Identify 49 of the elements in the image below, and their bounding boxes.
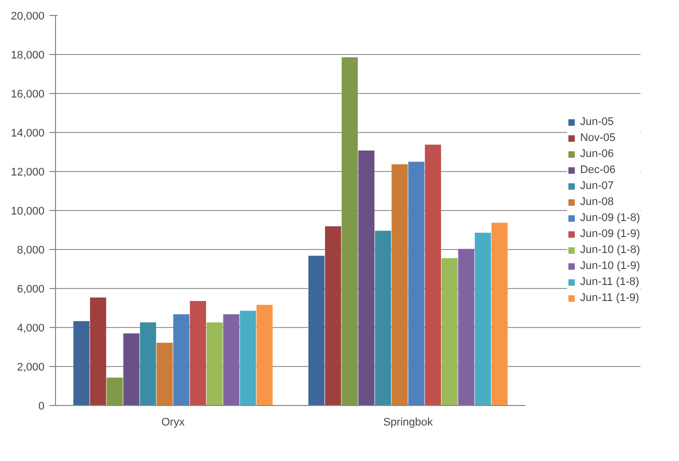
- bar: [374, 230, 392, 406]
- legend-label: Jun-10 (1-9): [580, 260, 640, 272]
- bar: [190, 300, 206, 406]
- bar: [223, 314, 240, 406]
- legend-label: Dec-06: [580, 164, 616, 176]
- y-tick-label: 16,000: [10, 88, 45, 100]
- y-tick-label: 6,000: [16, 284, 45, 296]
- y-tick-label: 18,000: [10, 50, 45, 62]
- x-tick-label: Oryx: [161, 416, 186, 428]
- legend-label: Jun-09 (1-8): [580, 212, 640, 224]
- bar: [106, 378, 123, 406]
- y-tick-label: 10,000: [10, 206, 45, 218]
- y-tick-label: 0: [38, 400, 45, 412]
- bar: [458, 248, 474, 406]
- y-tick-label: 2,000: [16, 362, 45, 374]
- bar: [256, 304, 273, 406]
- bar: [173, 314, 190, 406]
- y-tick-label: 4,000: [16, 322, 45, 334]
- bar: [308, 256, 325, 406]
- y-tick-label: 20,000: [10, 10, 45, 22]
- bar: [491, 222, 508, 406]
- legend-label: Jun-05: [580, 116, 614, 128]
- bar: [342, 57, 358, 406]
- bar: [474, 232, 491, 406]
- y-tick-label: 12,000: [10, 166, 45, 178]
- bar: [123, 333, 140, 406]
- bar: [392, 164, 408, 406]
- bar: [90, 297, 106, 406]
- y-tick-label: 14,000: [10, 128, 45, 140]
- legend-label: Jun-11 (1-9): [580, 292, 640, 304]
- bar: [156, 342, 173, 406]
- bar: [73, 321, 90, 406]
- bar: [442, 258, 458, 406]
- legend-label: Nov-05: [580, 132, 616, 144]
- legend-label: Jun-11 (1-8): [580, 276, 640, 288]
- bar: [424, 144, 442, 406]
- bar: [358, 150, 374, 406]
- bar: [240, 310, 256, 406]
- y-tick-label: 8,000: [16, 244, 45, 256]
- bar: [408, 162, 424, 406]
- legend-label: Jun-08: [580, 196, 614, 208]
- legend-label: Jun-07: [580, 180, 614, 192]
- bar: [206, 322, 223, 406]
- x-tick-label: Springbok: [383, 416, 434, 428]
- legend-label: Jun-09 (1-9): [580, 228, 640, 240]
- bar: [325, 226, 342, 406]
- bar: [140, 322, 156, 406]
- legend-label: Jun-06: [580, 148, 614, 160]
- legend-label: Jun-10 (1-8): [580, 244, 640, 256]
